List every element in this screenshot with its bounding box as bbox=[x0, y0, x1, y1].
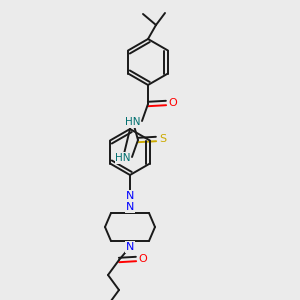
Text: O: O bbox=[139, 254, 147, 264]
Text: HN: HN bbox=[115, 153, 131, 163]
Text: S: S bbox=[159, 134, 167, 144]
Text: N: N bbox=[126, 202, 134, 212]
Text: N: N bbox=[126, 191, 134, 201]
Text: O: O bbox=[169, 98, 177, 108]
Text: N: N bbox=[126, 242, 134, 252]
Text: HN: HN bbox=[125, 117, 141, 127]
